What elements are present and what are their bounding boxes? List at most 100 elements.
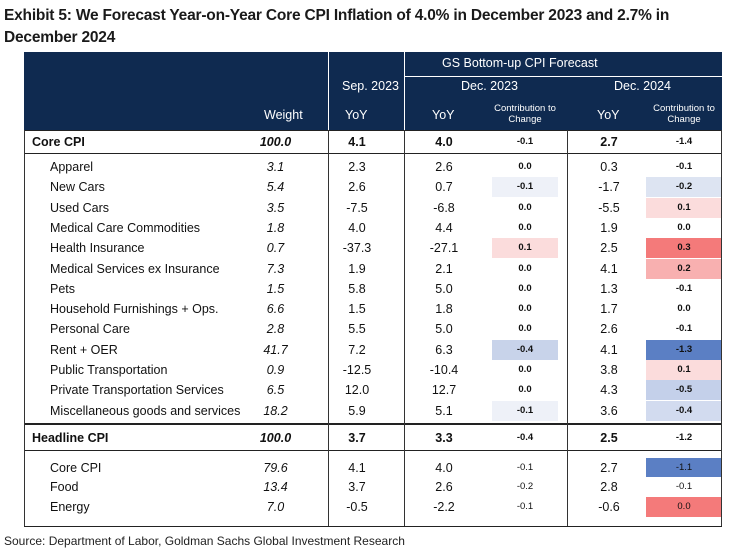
row-weight: 18.2 — [263, 403, 288, 418]
dec24-contrib-header: Contribution to Change — [653, 103, 715, 125]
row-dec23-contrib: 0.0 — [518, 303, 532, 315]
sep-2023-header: Sep. 2023 — [342, 79, 399, 93]
table-row: Apparel 3.1 2.3 2.6 0.0 0.3 -0.1 — [24, 157, 722, 177]
row-dec24-yoy: -5.5 — [598, 200, 620, 215]
row-dec23-yoy: -6.8 — [433, 200, 455, 215]
row-weight: 5.4 — [266, 180, 285, 195]
row-dec23-contrib: -0.1 — [516, 462, 534, 473]
dec24-contrib-heat — [646, 278, 722, 299]
dec24-contrib-heat — [646, 477, 722, 498]
row-sep-yoy: -7.5 — [346, 200, 368, 215]
row-weight: 3.5 — [266, 200, 285, 215]
row-sep-yoy: 12.0 — [344, 383, 370, 398]
row-label: Core CPI — [50, 461, 102, 475]
row-dec23-contrib: 0.0 — [518, 282, 532, 294]
row-dec24-yoy: 4.3 — [600, 383, 618, 398]
table-row: Pets 1.5 5.8 5.0 0.0 1.3 -0.1 — [24, 278, 722, 299]
row-dec24-contrib: 0.0 — [677, 500, 691, 512]
row-dec23-contrib: -0.2 — [516, 481, 534, 493]
dec23-contrib-heat — [492, 380, 558, 401]
row-dec24-contrib: -0.1 — [675, 282, 693, 294]
row-label: Apparel — [50, 160, 94, 174]
row-label: Headline CPI — [32, 431, 109, 445]
row-weight: 1.8 — [266, 220, 285, 235]
row-dec23-contrib: 0.0 — [518, 161, 532, 172]
row-label: Medical Services ex Insurance — [50, 261, 220, 276]
row-dec24-yoy: -1.7 — [598, 180, 620, 195]
row-weight: 2.8 — [266, 322, 285, 337]
row-sep-yoy: 5.5 — [348, 322, 366, 337]
table-row: Personal Care 2.8 5.5 5.0 0.0 2.6 -0.1 — [24, 319, 722, 340]
row-dec23-yoy: -27.1 — [429, 241, 459, 256]
row-dec23-yoy: 6.3 — [435, 342, 453, 357]
row-dec24-contrib: 0.1 — [677, 201, 691, 213]
row-weight: 0.9 — [266, 363, 285, 377]
row-dec24-yoy: 3.6 — [600, 403, 618, 418]
table-row: New Cars 5.4 2.6 0.7 -0.1 -1.7 -0.2 — [24, 177, 722, 198]
row-dec23-yoy: 4.0 — [435, 461, 453, 475]
row-weight: 13.4 — [263, 480, 288, 495]
row-label: Pets — [50, 281, 76, 296]
dec24-contrib-heat — [646, 299, 722, 320]
row-sep-yoy: 4.1 — [348, 461, 366, 475]
row-label: New Cars — [50, 180, 105, 195]
dec24-contrib-heat — [646, 380, 722, 401]
row-label: Private Transportation Services — [50, 383, 224, 398]
row-label: Energy — [50, 499, 90, 514]
table-row: Medical Services ex Insurance 7.3 1.9 2.1 0.… — [24, 258, 722, 279]
row-dec23-yoy: 4.4 — [435, 220, 453, 235]
row-dec24-yoy: -0.6 — [598, 499, 620, 514]
row-sep-yoy: -12.5 — [342, 363, 372, 377]
row-sep-yoy: 1.9 — [348, 261, 366, 276]
row-sep-yoy: 7.2 — [348, 342, 366, 357]
row-dec23-yoy: 12.7 — [431, 383, 457, 398]
row-dec23-yoy: -10.4 — [429, 363, 459, 377]
row-dec24-contrib: -0.5 — [675, 384, 693, 396]
dec23-contrib-heat — [492, 157, 558, 177]
table-row: Household Furnishings + Ops. 6.6 1.5 1.8 0.0… — [24, 299, 722, 320]
row-weight: 100.0 — [259, 135, 292, 149]
row-dec24-contrib: -1.4 — [675, 136, 693, 147]
row-dec24-contrib: 0.0 — [677, 221, 691, 233]
row-dec24-yoy: 3.8 — [600, 363, 618, 377]
row-label: Personal Care — [50, 322, 130, 337]
row-weight: 100.0 — [259, 431, 292, 445]
row-dec23-contrib: 0.0 — [518, 364, 532, 375]
row-label: Used Cars — [50, 200, 110, 215]
row-sep-yoy: -37.3 — [342, 241, 372, 256]
source-note: Source: Department of Labor, Goldman Sac… — [4, 534, 405, 548]
row-weight: 6.6 — [266, 302, 285, 317]
dec24-contrib-heat — [646, 258, 722, 279]
dec-2024-header: Dec. 2024 — [614, 79, 671, 93]
row-dec23-yoy: 2.1 — [435, 261, 453, 276]
dec23-contrib-heat — [492, 477, 558, 498]
dec24-contrib-heat — [646, 157, 722, 177]
row-weight: 41.7 — [263, 342, 288, 357]
table-row: Core CPI 79.6 4.1 4.0 -0.1 2.7 -1.1 — [24, 458, 722, 478]
row-dec24-contrib: -0.1 — [675, 161, 693, 172]
table-row: Medical Care Commodities 1.8 4.0 4.4 0.0 1.9 0… — [24, 217, 722, 238]
row-dec23-yoy: 2.6 — [435, 160, 453, 174]
dec24-contrib-heat — [646, 496, 722, 517]
dec23-contrib-heat — [492, 458, 558, 478]
row-dec24-yoy: 1.9 — [600, 220, 618, 235]
exhibit-title: Exhibit 5: We Forecast Year-on-Year Core… — [4, 7, 670, 46]
dec24-contrib-heat — [646, 197, 722, 218]
row-label: Rent + OER — [50, 342, 118, 357]
row-sep-yoy: 5.8 — [348, 281, 366, 296]
row-weight: 7.0 — [266, 499, 285, 514]
row-dec23-contrib: -0.1 — [516, 181, 534, 193]
dec23-contrib-heat — [492, 360, 558, 380]
row-dec24-yoy: 2.7 — [600, 461, 618, 475]
row-dec24-contrib: 0.3 — [677, 242, 691, 254]
dec24-contrib-heat — [646, 458, 722, 478]
row-dec23-yoy: 3.3 — [435, 431, 453, 445]
dec23-contrib-heat — [492, 238, 558, 259]
table-row-headline-cpi: Headline CPI 100.0 3.7 3.3 -0.4 2.5 -1.2 — [24, 428, 722, 448]
row-sep-yoy: 1.5 — [348, 302, 366, 317]
dec23-contrib-heat — [492, 319, 558, 340]
row-dec24-contrib: -0.1 — [675, 323, 693, 335]
row-dec23-contrib: 0.0 — [518, 323, 532, 335]
row-dec24-contrib: -0.1 — [675, 481, 693, 493]
forecast-header: GS Bottom-up CPI Forecast — [442, 56, 598, 70]
